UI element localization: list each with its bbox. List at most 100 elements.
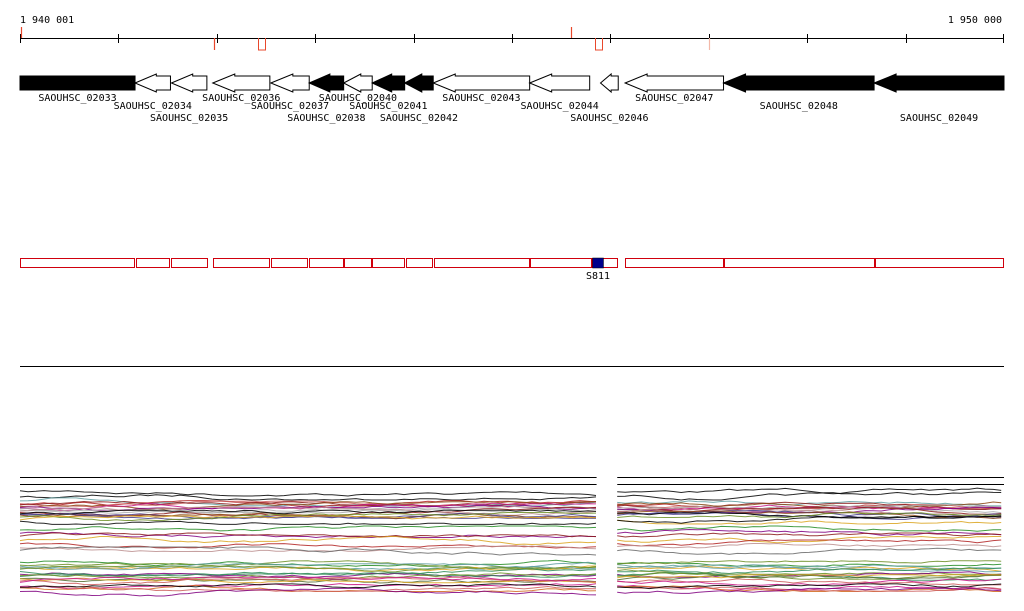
gene-arrow — [599, 72, 619, 94]
expression-line — [19, 506, 597, 516]
expression-line — [19, 565, 596, 572]
gene-arrow — [342, 73, 373, 93]
coordinate-ruler: 1 940 001 1 950 000 — [20, 15, 1004, 51]
expression-line — [617, 519, 1002, 525]
expression-line — [617, 528, 1002, 536]
peptide-box — [372, 258, 405, 268]
gene-label: SAOUHSC_02038 — [287, 113, 365, 124]
expression-line — [19, 532, 597, 538]
peptide-track: S811 — [20, 257, 1004, 282]
gene-arrow — [872, 73, 1005, 93]
gene-label: SAOUHSC_02048 — [760, 101, 838, 112]
expression-line — [19, 507, 596, 514]
gene-label: SAOUHSC_02043 — [442, 93, 520, 104]
gene-label: SAOUHSC_02047 — [635, 93, 713, 104]
gene-arrow — [211, 73, 271, 93]
expression-line — [19, 560, 597, 570]
expression-line — [617, 567, 1002, 575]
expression-line — [19, 546, 597, 556]
expression-line — [617, 491, 1002, 501]
expression-profile-track — [19, 477, 1004, 597]
ruler-mark — [595, 38, 603, 51]
expression-line — [617, 547, 1002, 555]
peptide-box — [406, 258, 433, 268]
gene-label: SAOUHSC_02033 — [38, 93, 116, 104]
expression-line — [617, 575, 1002, 581]
gene-label: SAOUHSC_02041 — [349, 101, 427, 112]
peptide-box — [875, 258, 1004, 268]
expression-line — [19, 512, 597, 522]
peptide-feature-label: S811 — [586, 271, 610, 282]
gene-arrow — [431, 73, 531, 93]
expression-line — [617, 510, 1002, 519]
ruler-marks — [20, 27, 711, 51]
expression-line — [617, 487, 1002, 495]
gene-arrow — [403, 73, 434, 93]
expression-line — [617, 515, 1002, 524]
expression-line — [19, 585, 597, 592]
peptide-box — [309, 258, 344, 268]
expression-line — [19, 572, 597, 578]
expression-line — [19, 583, 597, 589]
expression-line — [617, 525, 1002, 532]
expression-line — [19, 583, 597, 590]
expression-line — [19, 515, 597, 521]
peptide-feature — [592, 257, 604, 269]
gene-arrow — [623, 73, 725, 93]
expression-line — [19, 520, 597, 525]
peptide-box — [530, 258, 592, 268]
gene-label: SAOUHSC_02036 — [202, 93, 280, 104]
expression-line — [19, 577, 597, 584]
gene-label: SAOUHSC_02046 — [570, 113, 648, 124]
gene-arrow — [371, 73, 406, 93]
expression-line — [19, 531, 596, 539]
expression-line — [19, 525, 597, 532]
gene-label: SAOUHSC_02037 — [251, 101, 329, 112]
expression-line — [617, 587, 1002, 594]
expression-line — [617, 564, 1002, 573]
peptide-box — [20, 258, 135, 268]
expression-line — [617, 532, 1002, 538]
gene-label: SAOUHSC_02042 — [380, 113, 458, 124]
gene-label: SAOUHSC_02035 — [150, 113, 228, 124]
expression-line — [19, 565, 597, 573]
gene-label: SAOUHSC_02049 — [900, 113, 978, 124]
peptide-box — [171, 258, 208, 268]
expression-line — [617, 586, 1002, 592]
ruler-ticks — [20, 34, 1004, 43]
gene-arrow — [269, 73, 310, 93]
expression-line — [19, 587, 597, 597]
expression-line — [617, 512, 1002, 519]
expression-line — [617, 539, 1002, 547]
expression-line — [19, 490, 597, 497]
expression-line — [19, 572, 597, 578]
expression-line — [617, 504, 1002, 512]
expression-line — [19, 576, 597, 586]
peptide-box — [271, 258, 308, 268]
expression-line — [617, 501, 1002, 510]
expression-line — [617, 560, 1002, 565]
gene-label: SAOUHSC_02044 — [521, 101, 599, 112]
gene-label: SAOUHSC_02040 — [319, 93, 397, 104]
ruler-start-label: 1 940 001 — [20, 15, 74, 26]
ruler-mark — [258, 38, 266, 51]
peptide-box — [434, 258, 530, 268]
gene-arrow — [133, 73, 171, 93]
expression-line — [19, 509, 597, 515]
expression-line — [19, 494, 597, 501]
gene-arrow — [722, 73, 875, 93]
expression-line — [617, 574, 1002, 579]
peptide-box — [344, 258, 372, 268]
ruler-end-label: 1 950 000 — [948, 15, 1002, 26]
peptide-box — [136, 258, 170, 268]
gene-label: SAOUHSC_02034 — [114, 101, 192, 112]
expression-line — [19, 559, 597, 567]
peptide-box — [724, 258, 875, 268]
expression-line — [617, 542, 1002, 549]
gene-arrow — [307, 73, 345, 93]
expression-line — [617, 583, 1002, 590]
gene-arrow — [528, 73, 591, 93]
expression-line — [617, 578, 1002, 586]
